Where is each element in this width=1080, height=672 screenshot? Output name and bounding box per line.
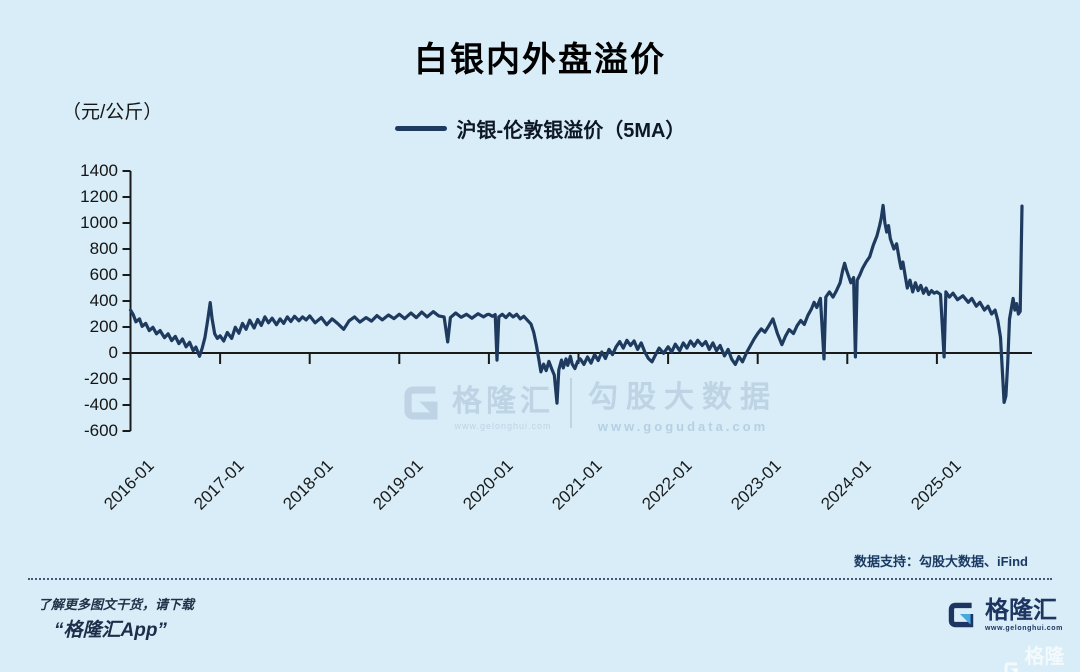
page-title: 白银内外盘溢价 — [414, 41, 666, 79]
chart-legend: 沪银-伦敦银溢价（5MA） — [0, 114, 1080, 143]
y-tick-label: 400 — [89, 291, 118, 310]
corner-watermark-text: 格隆汇 — [1024, 646, 1065, 668]
y-axis-unit-label: （元/公斤） — [62, 102, 163, 123]
y-tick-label: 0 — [108, 343, 118, 362]
center-watermark: 格隆汇 www.gelonghui.com 勾股大数据 www.gogudata… — [398, 372, 778, 434]
logo-brand-url: www.gelonghui.com — [985, 625, 1063, 632]
y-tick-label: 1000 — [80, 213, 118, 232]
y-tick-label: 600 — [89, 265, 118, 284]
watermark-partner-text: 勾股大数据 — [588, 381, 778, 414]
watermark-brand-url: www.gelonghui.com — [454, 420, 552, 431]
footer-promo-line1: 了解更多图文干货，请下载 — [38, 597, 195, 612]
y-tick-label: 1400 — [80, 161, 118, 180]
y-tick-label: 1200 — [80, 187, 118, 206]
gelonghui-logo-icon — [404, 386, 438, 420]
premium-line-series — [128, 203, 1024, 405]
footer-divider — [28, 578, 1052, 580]
watermark-partner-url: www.gogudata.com — [597, 419, 769, 434]
watermark-brand-text: 格隆汇 — [452, 384, 554, 418]
y-tick-label: -600 — [83, 421, 118, 440]
y-tick-label: 800 — [89, 239, 118, 258]
legend-line-swatch — [394, 126, 447, 131]
gelonghui-logo: 格隆汇 www.gelonghui.com — [944, 598, 1063, 632]
data-support-note: 数据支持：勾股大数据、iFind — [853, 554, 1028, 569]
logo-brand-text: 格隆汇 — [985, 597, 1057, 624]
legend-label: 沪银-伦敦银溢价（5MA） — [456, 120, 686, 142]
gelonghui-logo-icon — [948, 602, 974, 628]
watermark-divider — [570, 378, 572, 428]
y-tick-label: -200 — [83, 369, 118, 388]
y-tick-label: -400 — [83, 395, 118, 414]
footer-promo-line2: “格隆汇App” — [54, 620, 167, 641]
y-tick-label: 200 — [89, 317, 118, 336]
